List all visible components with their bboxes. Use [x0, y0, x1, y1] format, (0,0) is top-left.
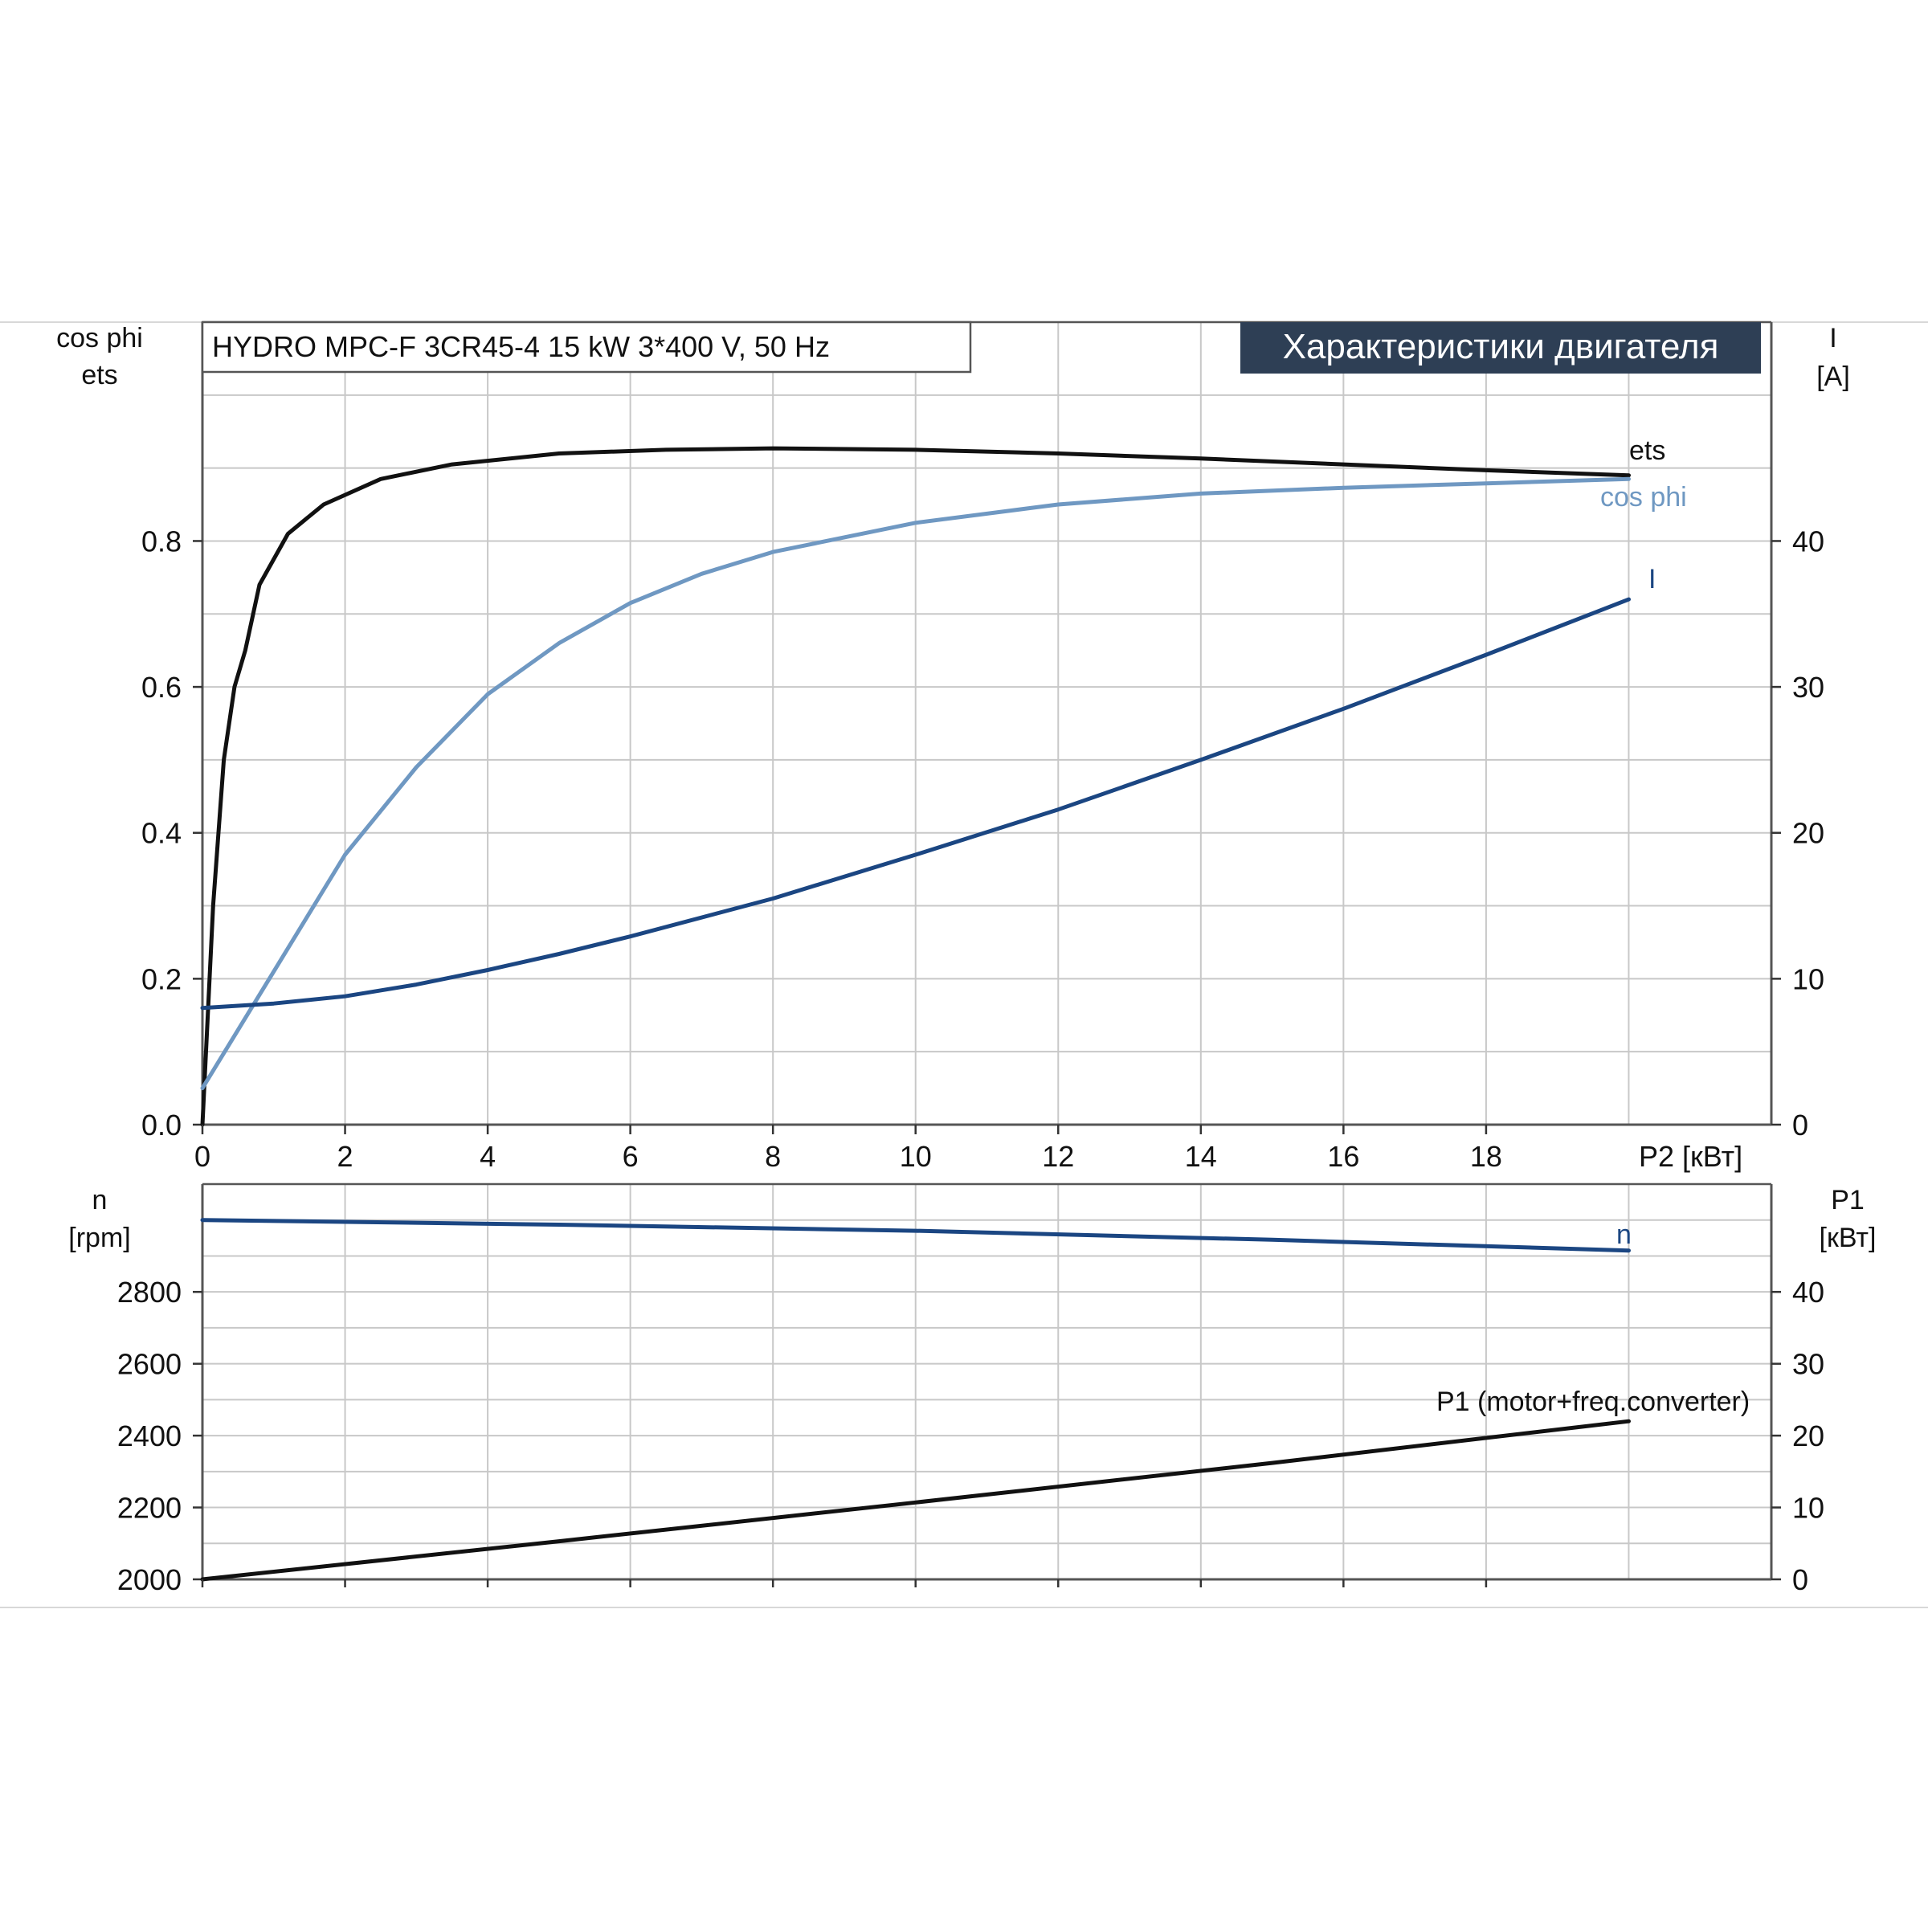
panel-0: 0.0 0.2 0.4 0.6 0.8 0 10 20 30 40 0 2 4 6 8 10 12 14 16 18 P… — [56, 321, 1850, 1173]
x-tick-label: 6 — [623, 1140, 639, 1173]
y-left-tick-label: 0.8 — [141, 525, 182, 558]
y-right-tick-label: 10 — [1792, 962, 1824, 995]
y-left-title-line2: ets — [81, 360, 117, 390]
x-tick-label: 16 — [1327, 1140, 1359, 1173]
y-left-tick-label: 2600 — [117, 1348, 182, 1381]
y-left-tick-label: 2000 — [117, 1563, 182, 1596]
y-right-tick-label: 40 — [1792, 1276, 1824, 1309]
y-right-title-line1: I — [1829, 323, 1836, 353]
y-left-tick-label: 0.4 — [141, 817, 182, 850]
x-tick-label: 8 — [765, 1140, 781, 1173]
y-left-title-line1: cos phi — [56, 323, 143, 353]
series-line-n — [200, 1218, 1631, 1253]
x-tick-label: 10 — [900, 1140, 932, 1173]
series-line-cos — [200, 476, 1631, 1091]
y-right-tick-label: 30 — [1792, 1348, 1824, 1381]
title-badge — [1240, 322, 1761, 374]
y-right-tick-label: 0 — [1792, 1563, 1808, 1596]
y-left-title-line2: [rpm] — [68, 1223, 130, 1253]
series-line-i — [200, 597, 1631, 1011]
y-right-tick-label: 0 — [1792, 1109, 1808, 1142]
y-right-title-line2: [кВт] — [1820, 1223, 1877, 1253]
y-left-tick-label: 2400 — [117, 1419, 182, 1452]
y-right-title-line1: P1 — [1831, 1185, 1865, 1215]
y-left-tick-label: 0.0 — [141, 1109, 182, 1142]
x-tick-label: 2 — [337, 1140, 353, 1173]
series-line-p1 — [200, 1419, 1631, 1582]
y-left-tick-label: 0.6 — [141, 671, 182, 704]
header-box — [201, 321, 972, 374]
y-right-title-line2: [A] — [1816, 361, 1850, 392]
title-badge-text: Характеристики двигателя — [1283, 327, 1719, 366]
series-label-p1: P1 (motor+freq.converter) — [1436, 1387, 1750, 1417]
y-right-tick-label: 40 — [1792, 525, 1824, 558]
panel-1: 2000 2200 2400 2600 2800 0 10 20 30 40 n [rpm] P1 [кВ… — [68, 1182, 1877, 1596]
plot-area-1 — [202, 1184, 1771, 1579]
series-line-ets — [200, 446, 1631, 1127]
x-tick-label: 4 — [480, 1140, 496, 1173]
y-left-tick-label: 0.2 — [141, 962, 182, 995]
x-tick-label: 12 — [1042, 1140, 1074, 1173]
plot-area-0 — [202, 322, 1771, 1125]
y-right-tick-label: 10 — [1792, 1492, 1824, 1525]
y-right-tick-label: 30 — [1792, 671, 1824, 704]
y-left-title-line1: n — [92, 1185, 108, 1215]
y-right-tick-label: 20 — [1792, 817, 1824, 850]
x-axis-title: P2 [кВт] — [1639, 1140, 1742, 1173]
series-label-n: n — [1616, 1219, 1632, 1250]
y-left-tick-label: 2800 — [117, 1276, 182, 1309]
series-label-cosphi: cos phi — [1600, 482, 1687, 513]
header-text: HYDRO MPC-F 3CR45-4 15 kW 3*400 V, 50 Hz — [212, 330, 830, 363]
series-label-ets: ets — [1629, 435, 1665, 466]
series-label-current: I — [1648, 564, 1656, 594]
y-left-tick-label: 2200 — [117, 1492, 182, 1525]
x-tick-label: 14 — [1185, 1140, 1217, 1173]
x-tick-label: 18 — [1470, 1140, 1502, 1173]
y-right-tick-label: 20 — [1792, 1419, 1824, 1452]
x-tick-label: 0 — [194, 1140, 210, 1173]
